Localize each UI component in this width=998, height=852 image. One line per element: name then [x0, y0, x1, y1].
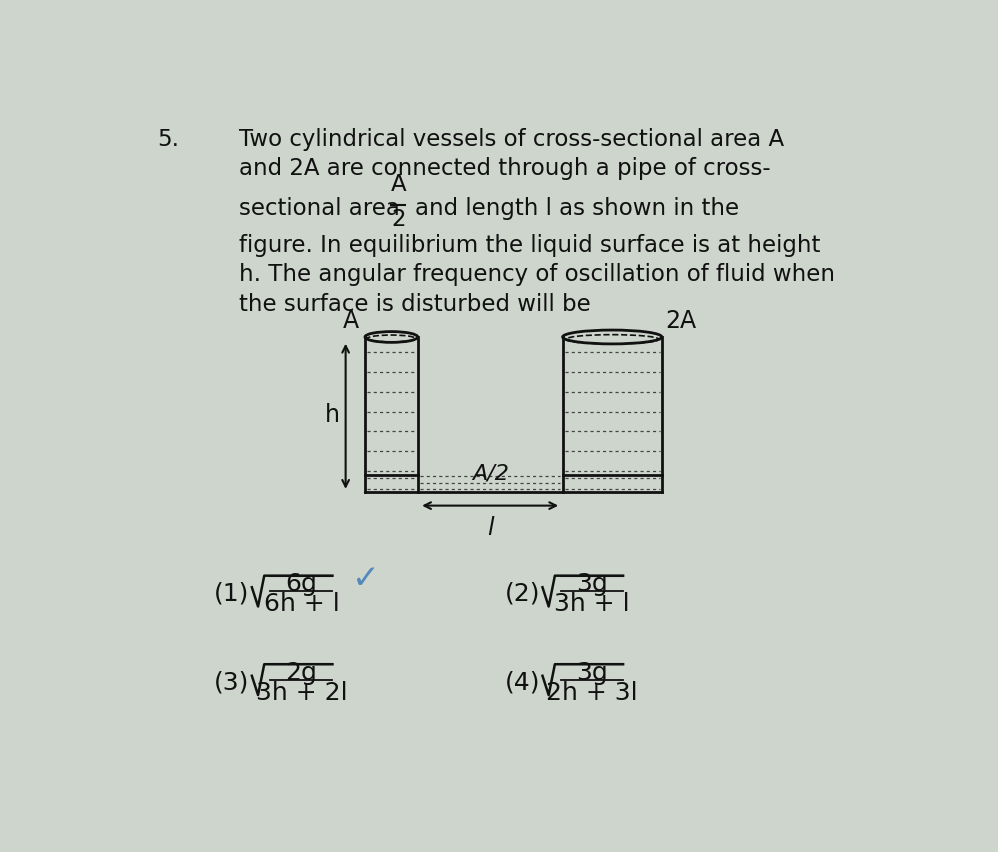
Text: 2A: 2A	[666, 309, 697, 333]
Text: 3g: 3g	[576, 660, 608, 684]
Text: l: l	[487, 515, 493, 539]
Text: A/2: A/2	[472, 463, 509, 483]
Text: (2): (2)	[505, 581, 540, 605]
Text: sectional area: sectional area	[240, 197, 400, 220]
Text: h: h	[324, 403, 339, 427]
Text: A: A	[342, 309, 359, 333]
Text: 3h + l: 3h + l	[554, 591, 630, 616]
Text: 2g: 2g	[285, 660, 317, 684]
Text: (1): (1)	[214, 581, 250, 605]
Text: Two cylindrical vessels of cross-sectional area A: Two cylindrical vessels of cross-section…	[240, 128, 784, 151]
Text: 6g: 6g	[285, 572, 317, 596]
Text: (4): (4)	[505, 670, 540, 694]
Text: h. The angular frequency of oscillation of fluid when: h. The angular frequency of oscillation …	[240, 263, 835, 286]
Text: (3): (3)	[214, 670, 250, 694]
Text: 2h + 3l: 2h + 3l	[546, 680, 638, 704]
Text: 3h + 2l: 3h + 2l	[255, 680, 347, 704]
Text: and 2A are connected through a pipe of cross-: and 2A are connected through a pipe of c…	[240, 157, 771, 180]
Text: and length l as shown in the: and length l as shown in the	[414, 197, 739, 220]
Text: A: A	[390, 173, 406, 196]
Text: 6h + l: 6h + l	[263, 591, 339, 616]
Text: ✓: ✓	[352, 561, 380, 594]
Text: 3g: 3g	[576, 572, 608, 596]
Text: 2: 2	[391, 208, 405, 231]
Text: 5.: 5.	[158, 128, 180, 151]
Text: figure. In equilibrium the liquid surface is at height: figure. In equilibrium the liquid surfac…	[240, 233, 820, 256]
Text: the surface is disturbed will be: the surface is disturbed will be	[240, 292, 591, 315]
